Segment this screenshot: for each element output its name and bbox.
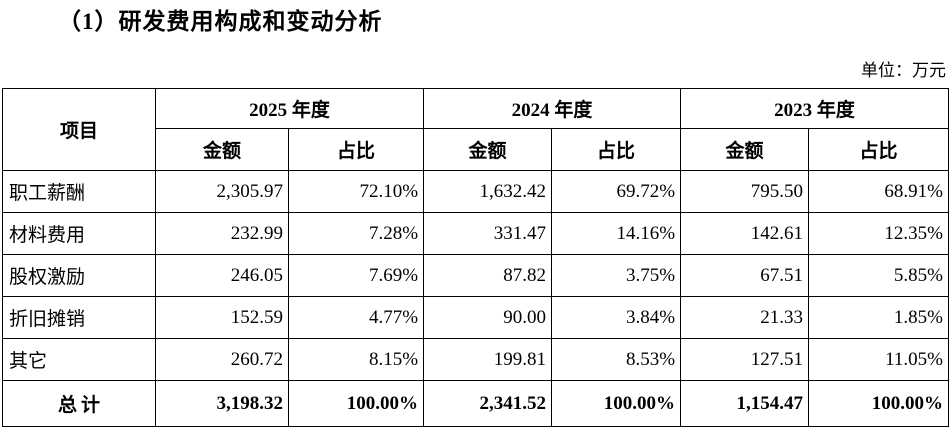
total-ratio-cell: 100.00% xyxy=(808,380,949,427)
ratio-cell: 7.28% xyxy=(287,212,425,255)
ratio-cell: 1.85% xyxy=(808,296,949,339)
ratio-cell: 5.85% xyxy=(808,254,949,297)
amount-cell: 142.61 xyxy=(680,212,810,255)
amount-cell: 90.00 xyxy=(423,296,553,339)
section-title: （1）研发费用构成和变动分析 xyxy=(58,9,383,34)
table-row: 其它 260.72 8.15% 199.81 8.53% 127.51 11.0… xyxy=(2,338,949,381)
amount-cell: 199.81 xyxy=(423,338,553,381)
ratio-cell: 69.72% xyxy=(551,170,682,213)
amount-cell: 152.59 xyxy=(155,296,289,339)
col-header-ratio-2023: 占比 xyxy=(808,128,949,171)
col-header-year-2025: 2025 年度 xyxy=(154,88,425,129)
table-row: 股权激励 246.05 7.69% 87.82 3.75% 67.51 5.85… xyxy=(2,254,949,297)
unit-label: 单位：万元 xyxy=(861,61,946,80)
row-label: 其它 xyxy=(2,338,156,381)
amount-cell: 795.50 xyxy=(680,170,810,213)
ratio-cell: 12.35% xyxy=(808,212,949,255)
header-row-years: 项目 2025 年度 2024 年度 2023 年度 xyxy=(2,88,949,171)
ratio-cell: 8.15% xyxy=(287,338,425,381)
header-row-subcolumns: 金额 占比 金额 占比 金额 占比 xyxy=(3,128,949,171)
total-ratio-cell: 100.00% xyxy=(287,380,425,427)
amount-cell: 87.82 xyxy=(423,254,553,297)
col-header-year-2023: 2023 年度 xyxy=(680,88,949,129)
total-label: 总计 xyxy=(2,380,156,427)
row-label: 股权激励 xyxy=(2,254,156,297)
amount-cell: 232.99 xyxy=(155,212,289,255)
ratio-cell: 3.75% xyxy=(551,254,682,297)
total-amount-cell: 2,341.52 xyxy=(423,380,553,427)
table-row: 折旧摊销 152.59 4.77% 90.00 3.84% 21.33 1.85… xyxy=(2,296,949,339)
col-header-item: 项目 xyxy=(2,88,156,171)
ratio-cell: 7.69% xyxy=(287,254,425,297)
col-header-ratio-2024: 占比 xyxy=(551,128,682,171)
table-row: 职工薪酬 2,305.97 72.10% 1,632.42 69.72% 795… xyxy=(2,170,949,213)
col-header-amount-2025: 金额 xyxy=(155,128,289,171)
rd-expense-table: 项目 2025 年度 2024 年度 2023 年度 金额 占比 金额 占比 金… xyxy=(2,88,949,427)
ratio-cell: 11.05% xyxy=(808,338,949,381)
amount-cell: 67.51 xyxy=(680,254,810,297)
row-label: 材料费用 xyxy=(2,212,156,255)
amount-cell: 246.05 xyxy=(155,254,289,297)
col-header-amount-2023: 金额 xyxy=(680,128,810,171)
col-header-ratio-2025: 占比 xyxy=(287,128,425,171)
amount-cell: 331.47 xyxy=(423,212,553,255)
amount-cell: 1,632.42 xyxy=(423,170,553,213)
total-amount-cell: 1,154.47 xyxy=(680,380,810,427)
amount-cell: 127.51 xyxy=(680,338,810,381)
col-header-amount-2024: 金额 xyxy=(423,128,553,171)
ratio-cell: 72.10% xyxy=(287,170,425,213)
amount-cell: 2,305.97 xyxy=(155,170,289,213)
amount-cell: 21.33 xyxy=(680,296,810,339)
col-header-year-2024: 2024 年度 xyxy=(423,88,682,129)
table-row: 材料费用 232.99 7.28% 331.47 14.16% 142.61 1… xyxy=(2,212,949,255)
ratio-cell: 4.77% xyxy=(287,296,425,339)
ratio-cell: 8.53% xyxy=(551,338,682,381)
ratio-cell: 3.84% xyxy=(551,296,682,339)
row-label: 折旧摊销 xyxy=(2,296,156,339)
total-row: 总计 3,198.32 100.00% 2,341.52 100.00% 1,1… xyxy=(2,380,949,427)
amount-cell: 260.72 xyxy=(155,338,289,381)
ratio-cell: 68.91% xyxy=(808,170,949,213)
total-ratio-cell: 100.00% xyxy=(551,380,682,427)
total-amount-cell: 3,198.32 xyxy=(155,380,289,427)
ratio-cell: 14.16% xyxy=(551,212,682,255)
row-label: 职工薪酬 xyxy=(2,170,156,213)
